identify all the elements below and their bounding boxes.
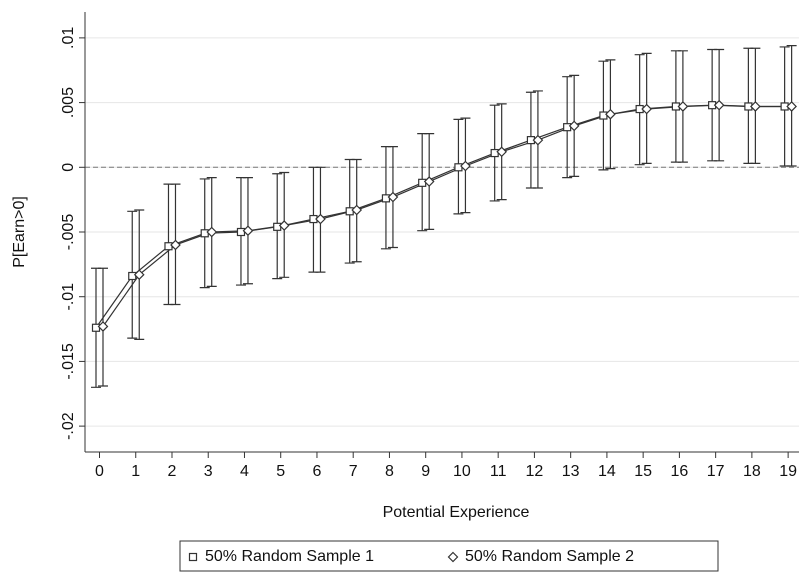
marker-diamond: [677, 101, 689, 112]
y-tick-label: -.015: [60, 343, 77, 380]
x-tick-label: 2: [168, 463, 177, 480]
x-tick-label: 11: [490, 463, 507, 480]
y-tick-label: .01: [60, 27, 77, 49]
x-tick-label: 13: [562, 463, 580, 480]
marker-diamond: [97, 321, 109, 332]
marker-diamond: [786, 101, 797, 112]
marker-diamond: [242, 225, 254, 237]
marker-diamond: [713, 99, 725, 111]
marker-diamond: [423, 176, 435, 187]
marker-diamond: [460, 160, 471, 172]
y-tick-label: .005: [60, 87, 77, 118]
x-tick-label: 5: [276, 463, 285, 480]
marker-diamond: [447, 551, 459, 563]
x-tick-label: 10: [453, 463, 471, 480]
marker-diamond: [278, 220, 290, 231]
marker-square: [236, 227, 246, 237]
marker-square: [345, 207, 354, 216]
y-tick-label: 0: [60, 163, 77, 172]
marker-square: [599, 111, 608, 120]
y-tick-label: -.005: [60, 214, 77, 251]
marker-diamond: [206, 226, 218, 238]
x-tick-label: 6: [313, 463, 322, 480]
marker-diamond: [351, 204, 363, 216]
marker-diamond: [605, 108, 616, 120]
series-line: [95, 104, 785, 329]
x-tick-label: 15: [634, 463, 652, 480]
x-tick-label: 7: [349, 463, 358, 480]
y-tick-label: -.01: [60, 283, 77, 311]
y-axis-label: P[Earn>0]: [11, 196, 28, 268]
series-line: [102, 104, 792, 327]
marker-square: [381, 194, 391, 203]
x-tick-label: 12: [526, 463, 544, 480]
x-axis-label: Potential Experience: [383, 504, 530, 521]
marker-diamond: [641, 103, 653, 115]
marker-square: [188, 552, 198, 562]
marker-square: [418, 178, 427, 187]
x-tick-label: 19: [779, 463, 797, 480]
marker-diamond: [170, 239, 181, 251]
marker-diamond: [568, 120, 580, 132]
marker-diamond: [532, 134, 544, 146]
marker-square: [563, 123, 572, 132]
legend-box: [179, 540, 719, 572]
y-tick-label: -.02: [60, 412, 77, 440]
x-tick-label: 3: [204, 463, 213, 480]
x-tick-label: 9: [421, 463, 430, 480]
marker-diamond: [496, 146, 508, 158]
marker-diamond: [315, 213, 326, 225]
marker-diamond: [750, 101, 761, 112]
marker-square: [490, 148, 499, 158]
x-tick-label: 8: [385, 463, 394, 480]
marker-square: [454, 163, 463, 172]
marker-square: [273, 222, 282, 231]
x-tick-label: 18: [743, 463, 761, 480]
marker-square: [91, 323, 101, 332]
marker-diamond: [133, 269, 145, 281]
x-tick-label: 0: [95, 463, 104, 480]
legend-label: 50% Random Sample 1: [205, 548, 374, 565]
marker-square: [200, 229, 209, 238]
x-tick-label: 16: [670, 463, 688, 480]
marker-square: [128, 271, 137, 281]
x-tick-label: 17: [707, 463, 725, 480]
marker-diamond: [387, 191, 399, 203]
x-tick-label: 4: [240, 463, 249, 480]
x-tick-label: 14: [598, 463, 616, 480]
x-tick-label: 1: [131, 463, 140, 480]
marker-square: [164, 242, 173, 251]
legend-label: 50% Random Sample 2: [465, 548, 634, 565]
